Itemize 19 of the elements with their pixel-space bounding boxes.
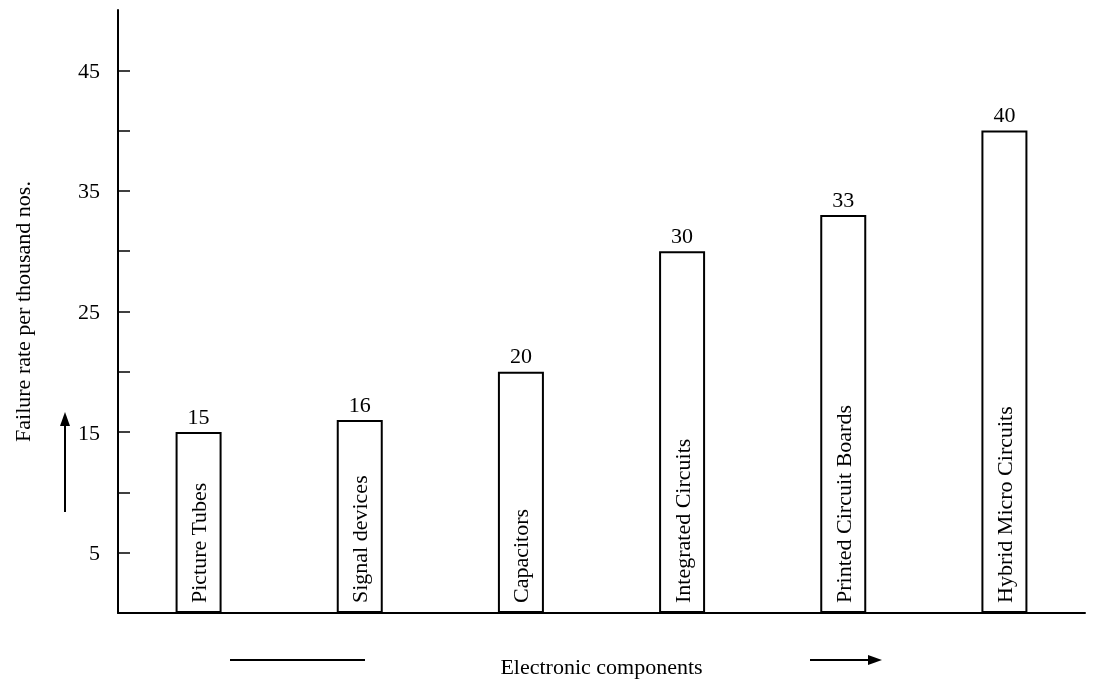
data-label: 16	[348, 391, 371, 417]
y-tick-label: 45	[78, 57, 100, 83]
y-tick-label: 35	[78, 178, 100, 204]
x-axis-title: Electronic components	[500, 653, 703, 679]
x-tick-label: Printed Circuit Boards	[830, 405, 856, 603]
data-label: 15	[187, 403, 210, 429]
x-tick-label: Picture Tubes	[186, 482, 212, 603]
x-tick-label: Integrated Circuits	[669, 438, 695, 603]
y-axis-title: Failure rate per thousand nos.	[9, 181, 35, 442]
data-label: 33	[832, 186, 855, 212]
data-label: 30	[671, 222, 694, 248]
x-tick-label: Hybrid Micro Circuits	[991, 406, 1017, 603]
x-tick-label: Signal devices	[347, 475, 373, 603]
data-label: 40	[993, 102, 1016, 128]
data-label: 20	[509, 343, 532, 369]
x-tick-label: Capacitors	[508, 508, 534, 603]
y-tick-label: 25	[78, 299, 100, 324]
y-tick-label: 5	[89, 540, 100, 566]
y-tick-label: 15	[78, 419, 100, 445]
